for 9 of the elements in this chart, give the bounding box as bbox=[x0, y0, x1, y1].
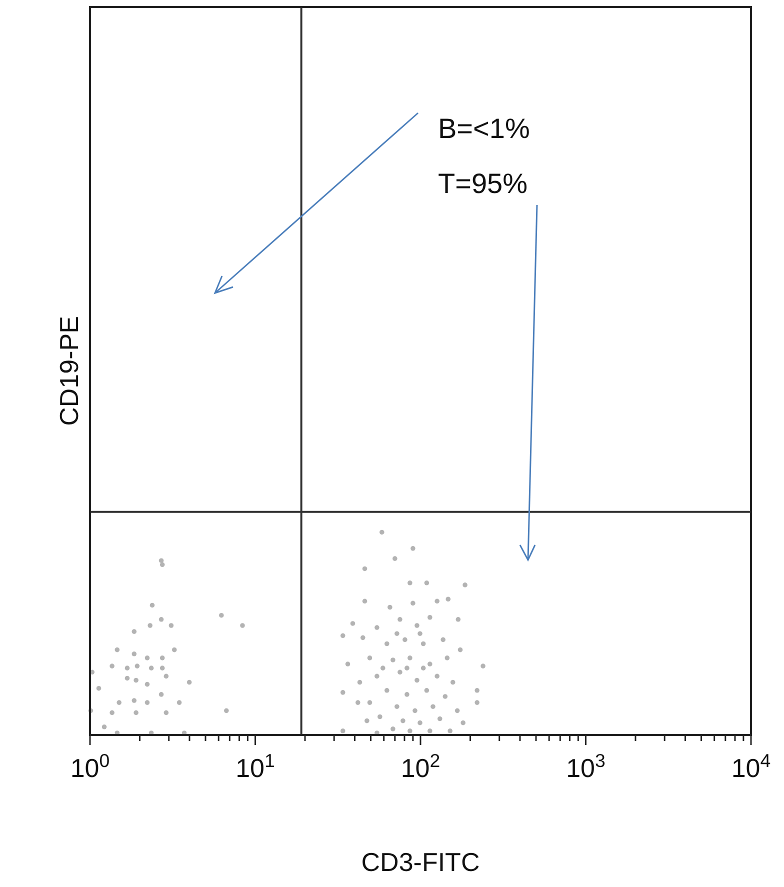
x-tick-label: 10$^{2}$ bbox=[400, 750, 440, 783]
text: B=<1% bbox=[438, 113, 530, 144]
x-tick-label: 10$^{1}$ bbox=[236, 750, 275, 783]
text: T=95% bbox=[438, 168, 528, 199]
x-tick-label: 10$^{4}$ bbox=[731, 750, 771, 783]
x-axis-title: CD3-FITC bbox=[361, 847, 480, 877]
x-tick-label: 10$^{0}$ bbox=[70, 750, 110, 783]
y-axis-title: CD19-PE bbox=[54, 316, 84, 426]
x-tick-label: 10$^{3}$ bbox=[566, 750, 606, 783]
